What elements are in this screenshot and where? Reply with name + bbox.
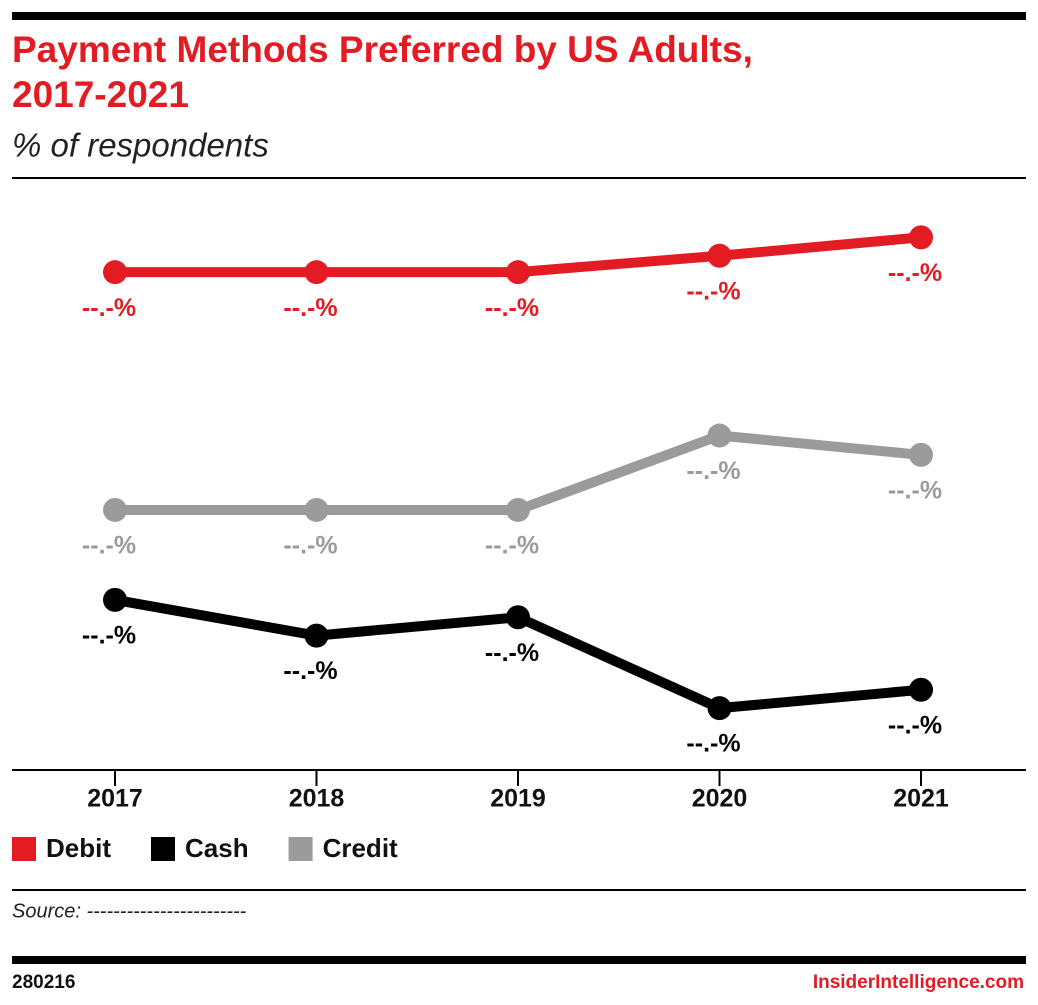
point [304, 260, 329, 285]
value-label: --.-% [686, 730, 740, 758]
chart-title: Payment Methods Preferred by US Adults, [12, 29, 753, 70]
point [909, 225, 933, 250]
value-label: --.-% [686, 277, 740, 305]
value-label: --.-% [485, 532, 539, 560]
chart-subtitle: % of respondents [12, 127, 269, 164]
point [304, 623, 329, 648]
value-label: --.-% [888, 259, 942, 287]
point [909, 677, 933, 702]
value-label: --.-% [82, 532, 136, 560]
value-label: --.-% [686, 457, 740, 485]
point [103, 587, 127, 612]
legend-label: Credit [323, 833, 398, 863]
footer-id: 280216 [12, 972, 75, 993]
x-tick-label: 2021 [893, 785, 949, 813]
point [707, 696, 732, 721]
legend-swatch [12, 837, 36, 861]
legend-label: Cash [185, 833, 249, 863]
x-tick-label: 2020 [692, 785, 748, 813]
point [506, 605, 530, 630]
value-label: --.-% [283, 294, 337, 322]
legend-swatch [288, 837, 313, 861]
chart-title: 2017-2021 [12, 74, 189, 115]
point [506, 260, 530, 285]
value-label: --.-% [888, 476, 942, 504]
point [304, 497, 329, 522]
value-label: --.-% [888, 711, 942, 739]
point [506, 497, 530, 522]
x-tick-label: 2017 [87, 785, 143, 813]
point [707, 243, 732, 268]
value-label: --.-% [485, 639, 539, 667]
source: Source: ------------------------ [12, 900, 247, 922]
top-rule [12, 12, 1026, 20]
legend-swatch [151, 837, 175, 861]
value-label: --.-% [82, 294, 136, 322]
value-label: --.-% [82, 621, 136, 649]
x-tick-label: 2019 [490, 785, 546, 813]
point [909, 442, 933, 467]
value-label: --.-% [283, 532, 337, 560]
bottom-rule [12, 956, 1026, 964]
point [707, 423, 732, 448]
x-tick-label: 2018 [289, 785, 345, 813]
value-label: --.-% [485, 294, 539, 322]
point [103, 260, 127, 285]
value-label: --.-% [283, 657, 337, 685]
legend-label: Debit [46, 833, 111, 863]
footer-brand: InsiderIntelligence.com [813, 972, 1024, 993]
point [103, 497, 127, 522]
